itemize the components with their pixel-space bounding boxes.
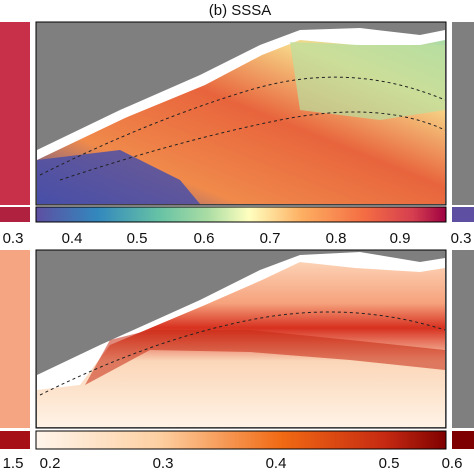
right-colorbar: [452, 207, 474, 222]
colorbar: [35, 206, 447, 223]
right-colorbar: [452, 431, 474, 449]
tick-label: 0.6: [442, 455, 463, 472]
tick-label: 0.5: [127, 230, 148, 247]
tick-label: 0.9: [390, 230, 411, 247]
tick-label: 0.4: [62, 230, 83, 247]
right-neighbor-map: [452, 22, 474, 205]
left-neighbor-map: [0, 250, 30, 428]
bottom-map: [35, 249, 447, 429]
tick-label: 0.7: [260, 230, 281, 247]
tick-label: 0.8: [326, 230, 347, 247]
tick-label: 0.6: [194, 230, 215, 247]
colorbar: [35, 430, 447, 450]
left-colorbar: [0, 207, 30, 222]
tick-label: 0.5: [379, 455, 400, 472]
tick-label: 0.3: [3, 230, 24, 247]
tick-label: 0.3: [451, 230, 472, 247]
left-neighbor-map: [0, 22, 30, 205]
top-map: [35, 21, 447, 206]
tick-label: 1.5: [3, 455, 24, 472]
tick-label: 0.4: [266, 455, 287, 472]
tick-label: 0.3: [153, 455, 174, 472]
right-neighbor-map: [452, 250, 474, 428]
left-colorbar: [0, 431, 30, 449]
tick-label: 0.2: [40, 455, 61, 472]
panel-title: (b) SSSA: [209, 2, 272, 19]
